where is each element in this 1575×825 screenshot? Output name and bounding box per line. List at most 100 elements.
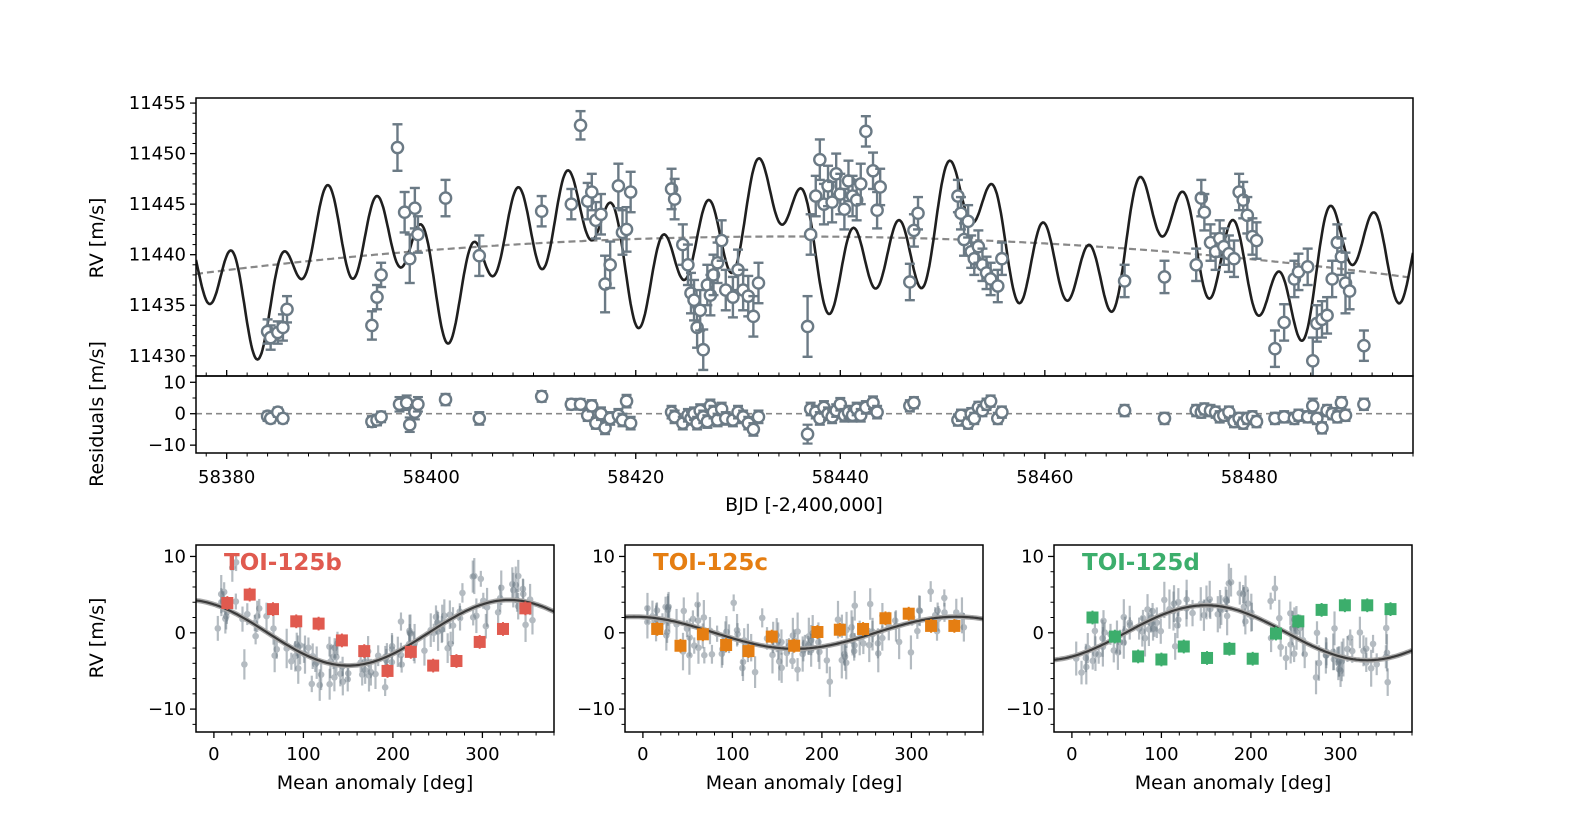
phase-raw-point	[397, 612, 405, 631]
phase-x-tick-label: 100	[1144, 744, 1178, 765]
phase-x-tick-label: 300	[894, 744, 928, 765]
phase-raw-point	[252, 627, 259, 645]
phase-x-tick-label: 300	[465, 744, 499, 765]
rv-data-point	[911, 195, 925, 231]
rv-data-point	[751, 261, 766, 305]
phase-raw-point	[1174, 612, 1181, 639]
bjd-x-tick-label: 58480	[1221, 467, 1278, 488]
phase-raw-point	[841, 642, 848, 666]
residual-point	[1157, 411, 1172, 426]
rv-data-point	[374, 261, 388, 289]
rv-data-point	[573, 109, 588, 141]
phase-raw-point	[294, 652, 302, 684]
phase-x-tick-label: 100	[715, 744, 749, 765]
phase-raw-point	[255, 598, 263, 618]
phase-raw-point	[241, 649, 248, 680]
rv-data-point	[808, 174, 823, 218]
phase-raw-point	[308, 675, 316, 693]
phase-y-axis-label: RV [m/s]	[86, 598, 108, 679]
phase-raw-point	[1301, 640, 1308, 669]
binned-point	[450, 654, 463, 668]
phase-raw-point	[1227, 567, 1235, 597]
binned-point	[788, 638, 801, 653]
phase-raw-point	[326, 636, 333, 657]
residual-point	[995, 405, 1009, 419]
rv-data-point	[1300, 247, 1315, 287]
planet-title-toi-125b: TOI-125b	[224, 550, 342, 576]
binned-point	[1223, 641, 1236, 656]
planet-title-toi-125d: TOI-125d	[1082, 550, 1200, 576]
binned-point	[266, 602, 279, 616]
rv-y-tick-label: 11455	[129, 93, 186, 114]
residuals-panel: −10 0 10 58380 58400 58420 58440 58460 58480 Res…	[86, 341, 1414, 516]
binned-point	[833, 622, 846, 637]
binned-point	[925, 619, 938, 633]
residual-point	[534, 389, 549, 404]
phase-raw-point	[823, 647, 831, 674]
rv-data-point	[803, 213, 818, 256]
binned-point	[879, 611, 892, 626]
rv-data-point	[696, 328, 711, 372]
rv-data-point	[731, 248, 745, 292]
residual-point	[276, 411, 290, 426]
rv-data-point	[1325, 259, 1340, 299]
phase-raw-point	[344, 667, 352, 692]
residual-point	[1315, 421, 1329, 435]
binned-point	[1201, 651, 1214, 665]
phase-raw-point	[1287, 601, 1294, 625]
phase-raw-point	[1337, 654, 1344, 687]
rv-data-point	[1197, 192, 1212, 232]
phase-y-tick-label: 0	[604, 623, 615, 644]
phase-raw-point	[730, 594, 737, 612]
rv-data-point	[603, 240, 617, 290]
binned-point	[1384, 602, 1397, 616]
rv-time-series-panel: 11430 11435 11440 11445 11450 11455 RV [m/s]	[86, 93, 1414, 377]
bjd-x-tick-label: 58400	[403, 467, 460, 488]
residual-point	[619, 393, 634, 409]
phase-raw-point	[1384, 668, 1391, 696]
rv-data-point	[746, 294, 761, 338]
phase-raw-point	[1331, 611, 1338, 646]
binned-point	[720, 638, 733, 652]
residual-point	[1249, 414, 1264, 429]
phase-raw-point	[680, 597, 688, 625]
phase-raw-point	[708, 644, 716, 664]
phase-raw-point	[914, 623, 921, 639]
phase-raw-point	[494, 600, 502, 624]
residual-point	[746, 422, 761, 437]
binned-point	[404, 644, 417, 659]
phase-raw-point	[1346, 629, 1354, 646]
phase-raw-point	[1141, 619, 1149, 657]
rv-data-point	[1117, 263, 1132, 299]
phase-raw-point	[751, 656, 759, 688]
phase-raw-point	[214, 615, 222, 641]
phase-model-curve	[196, 598, 554, 667]
phase-raw-point	[477, 570, 485, 587]
binned-point	[1177, 639, 1190, 654]
residual-point	[907, 395, 921, 410]
phase-raw-point	[1170, 585, 1178, 623]
rv-data-point	[1227, 239, 1241, 279]
binned-point	[696, 627, 709, 642]
rv-data-point	[718, 268, 733, 312]
rv-data-point	[1249, 221, 1264, 260]
rv-data-point	[706, 253, 721, 297]
binned-point	[811, 625, 824, 639]
residual-point	[870, 404, 884, 420]
phase-raw-point	[398, 656, 405, 673]
binned-point	[1361, 598, 1374, 613]
rv-data-point	[995, 241, 1009, 277]
rv-data-point	[402, 233, 417, 285]
rv-data-point	[276, 313, 290, 342]
residual-y-tick-label: −10	[148, 435, 186, 456]
binned-point	[427, 658, 440, 673]
residual-point	[402, 416, 417, 434]
rv-data-point	[681, 243, 695, 287]
rv-data-point	[853, 162, 868, 206]
binned-point	[1292, 614, 1305, 629]
phase-raw-point	[232, 553, 240, 572]
phase-y-tick-label: −10	[148, 699, 186, 720]
phase-raw-point	[381, 678, 389, 697]
rv-data-point	[365, 310, 379, 341]
phase-raw-point	[288, 652, 295, 670]
